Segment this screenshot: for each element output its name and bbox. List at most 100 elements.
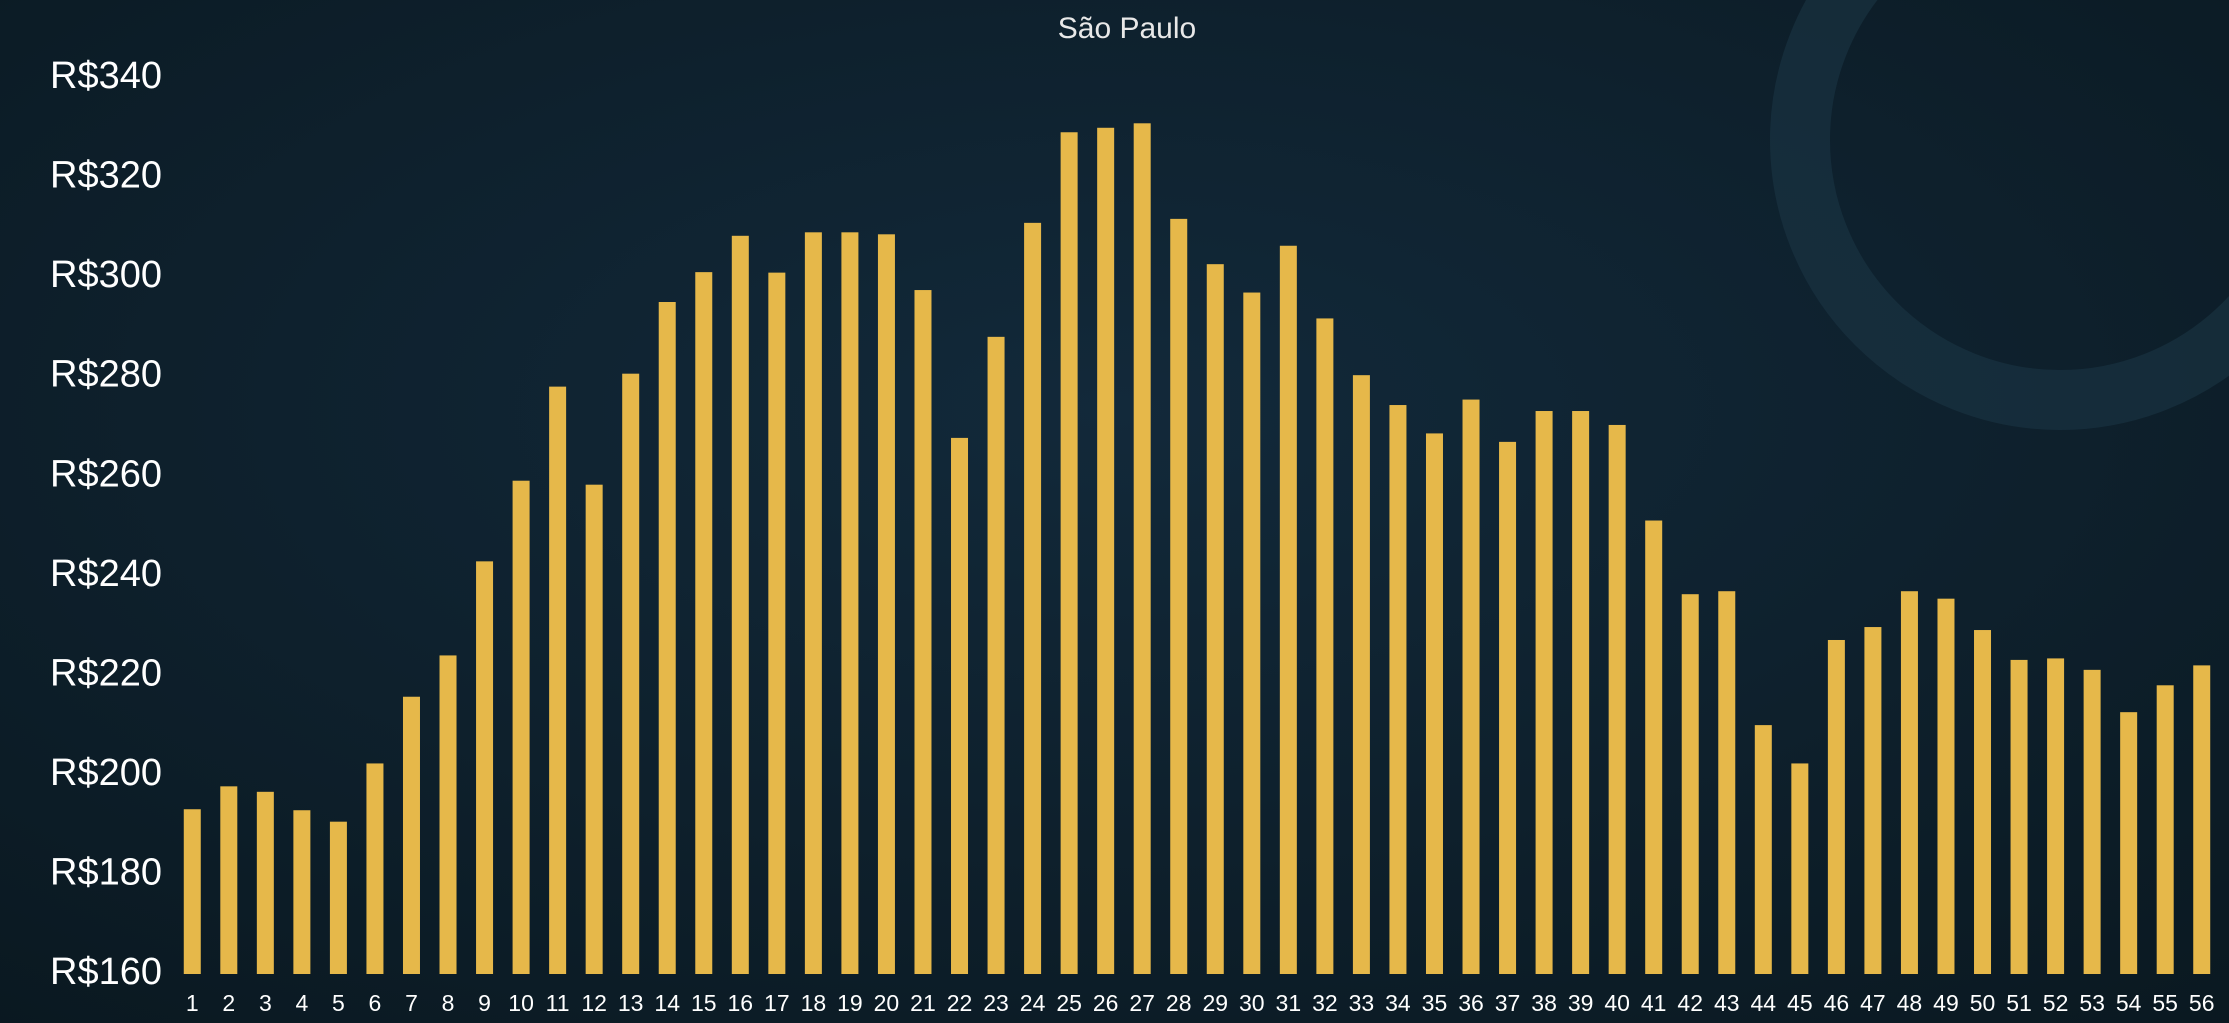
- bar: [1060, 132, 1078, 974]
- bar: [1754, 725, 1772, 974]
- bar: [1572, 411, 1590, 975]
- bar: [804, 232, 822, 975]
- x-tick-label: 40: [1604, 990, 1630, 1016]
- bar: [476, 561, 494, 974]
- x-tick-label: 43: [1714, 990, 1740, 1016]
- bar: [585, 484, 603, 974]
- y-tick-label: R$220: [50, 652, 162, 694]
- x-tick-label: 26: [1093, 990, 1119, 1016]
- bar: [1791, 763, 1809, 974]
- bar: [293, 810, 311, 974]
- x-tick-label: 48: [1897, 990, 1923, 1016]
- x-tick-label: 39: [1568, 990, 1594, 1016]
- x-tick-label: 29: [1202, 990, 1228, 1016]
- x-tick-label: 18: [801, 990, 827, 1016]
- x-tick-label: 50: [1970, 990, 1996, 1016]
- x-tick-label: 28: [1166, 990, 1192, 1016]
- y-tick-label: R$300: [50, 254, 162, 296]
- y-tick-label: R$200: [50, 752, 162, 794]
- x-tick-label: 35: [1422, 990, 1448, 1016]
- y-tick-label: R$260: [50, 453, 162, 495]
- bar: [1681, 594, 1699, 974]
- bar: [1645, 520, 1663, 974]
- x-tick-label: 56: [2189, 990, 2215, 1016]
- bar: [2193, 665, 2211, 974]
- bar: [1499, 441, 1517, 974]
- bar: [2010, 659, 2028, 974]
- x-tick-label: 6: [369, 990, 382, 1016]
- x-tick-label: 19: [837, 990, 863, 1016]
- bar: [1170, 218, 1188, 975]
- bar: [2083, 669, 2101, 974]
- bar: [1937, 598, 1955, 974]
- x-tick-label: 20: [874, 990, 900, 1016]
- x-tick-label: 9: [478, 990, 491, 1016]
- bar: [512, 480, 530, 974]
- y-tick-label: R$320: [50, 155, 162, 197]
- x-tick-label: 46: [1824, 990, 1850, 1016]
- x-tick-label: 25: [1056, 990, 1082, 1016]
- bar: [1389, 405, 1407, 974]
- bar: [1535, 411, 1553, 975]
- x-tick-label: 49: [1933, 990, 1959, 1016]
- x-tick-label: 8: [442, 990, 455, 1016]
- bar: [768, 272, 786, 974]
- bar: [256, 791, 274, 974]
- x-tick-label: 12: [581, 990, 607, 1016]
- x-tick-label: 52: [2043, 990, 2069, 1016]
- bar: [1718, 591, 1736, 974]
- x-tick-label: 4: [295, 990, 308, 1016]
- x-tick-label: 16: [728, 990, 754, 1016]
- bar: [329, 821, 347, 974]
- x-tick-label: 55: [2152, 990, 2178, 1016]
- x-tick-label: 31: [1276, 990, 1302, 1016]
- bar: [1608, 424, 1626, 974]
- bar: [987, 336, 1005, 974]
- x-tick-label: 54: [2116, 990, 2142, 1016]
- bar: [183, 809, 201, 974]
- bar: [439, 655, 457, 974]
- x-tick-label: 51: [2006, 990, 2032, 1016]
- bar: [1425, 433, 1443, 974]
- y-tick-label: R$160: [50, 951, 162, 993]
- x-tick-label: 45: [1787, 990, 1813, 1016]
- y-tick-label: R$280: [50, 354, 162, 396]
- bar: [1864, 627, 1882, 974]
- y-tick-label: R$340: [50, 55, 162, 97]
- bar: [1133, 123, 1151, 974]
- x-tick-label: 41: [1641, 990, 1667, 1016]
- bar: [1352, 375, 1370, 974]
- bar: [1243, 292, 1261, 974]
- x-tick-label: 7: [405, 990, 418, 1016]
- x-tick-label: 38: [1531, 990, 1557, 1016]
- bar: [914, 290, 932, 974]
- bar: [549, 386, 567, 975]
- x-tick-label: 37: [1495, 990, 1521, 1016]
- x-tick-label: 34: [1385, 990, 1411, 1016]
- bar: [951, 437, 969, 975]
- bar: [877, 234, 895, 974]
- y-tick-label: R$240: [50, 553, 162, 595]
- x-tick-label: 10: [508, 990, 534, 1016]
- bar: [366, 763, 384, 974]
- watermark-logo: [1770, 0, 2229, 430]
- x-tick-label: 44: [1751, 990, 1777, 1016]
- x-tick-label: 27: [1129, 990, 1155, 1016]
- bar: [1462, 399, 1480, 974]
- bar: [1206, 264, 1224, 974]
- bar: [695, 272, 713, 975]
- bar: [1974, 630, 1992, 974]
- bar: [2120, 712, 2138, 974]
- x-tick-label: 42: [1677, 990, 1703, 1016]
- bar: [841, 232, 859, 975]
- x-tick-label: 24: [1020, 990, 1046, 1016]
- bar: [1024, 222, 1042, 974]
- bar: [220, 786, 238, 974]
- x-tick-label: 53: [2079, 990, 2105, 1016]
- x-tick-label: 1: [186, 990, 199, 1016]
- bar: [2156, 685, 2174, 974]
- x-tick-label: 14: [654, 990, 680, 1016]
- x-tick-label: 22: [947, 990, 973, 1016]
